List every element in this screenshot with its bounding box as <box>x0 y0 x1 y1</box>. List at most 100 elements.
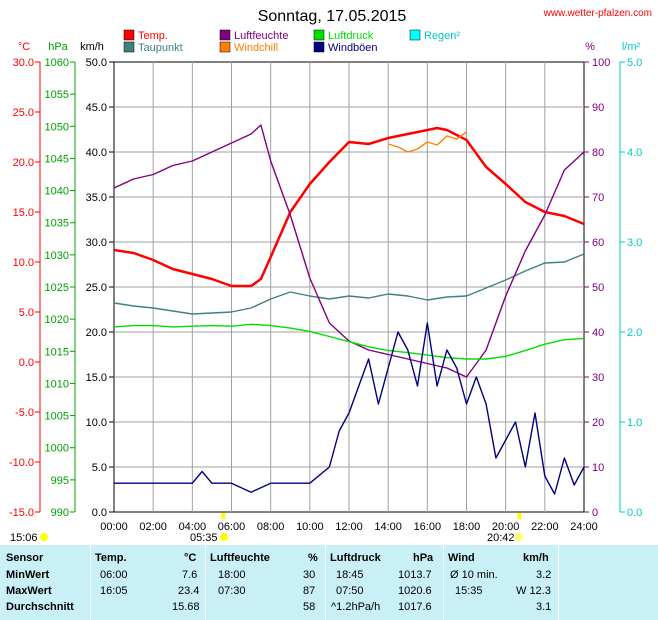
sun-marker <box>517 513 522 519</box>
temp-tick-label: -10.0 <box>9 457 34 469</box>
row-min-temp-time: 06:00 <box>100 569 128 581</box>
pressure-tick-label: 1045 <box>45 153 69 165</box>
x-tick-label: 12:00 <box>335 521 363 533</box>
rain-tick-label: 2.0 <box>627 327 642 339</box>
left-sun-icon <box>40 533 48 541</box>
stats-header-sensor: Sensor <box>6 552 44 564</box>
row-max-wind-val: W 12.3 <box>516 585 551 597</box>
wind-tick-label: 15.0 <box>86 372 107 384</box>
x-tick-label: 02:00 <box>139 521 167 533</box>
pressure-tick-label: 1060 <box>45 57 69 69</box>
rain-axis-unit: l/m² <box>622 41 641 53</box>
weather-chart: 00:00 02:00 04:00 06:00 08:00 10:00 12:00 14:00… <box>8 8 652 544</box>
wind-tick-label: 40.0 <box>86 147 107 159</box>
legend-label: Luftfeuchte <box>234 30 288 42</box>
wind-tick-label: 0.0 <box>92 507 107 519</box>
row-max-hum-val: 87 <box>303 585 316 597</box>
humidity-tick-label: 60 <box>592 237 604 249</box>
humidity-tick-label: 0 <box>592 507 598 519</box>
rain-tick-label: 0.0 <box>627 507 642 519</box>
series-taupunkt <box>113 253 585 315</box>
legend-swatch <box>123 29 135 41</box>
row-max-press-time: 07:50 <box>336 585 364 597</box>
humidity-tick-label: 40 <box>592 327 604 339</box>
pressure-axis-unit: hPa <box>48 41 68 53</box>
x-tick-label: 24:00 <box>570 521 598 533</box>
legend-label: Windchill <box>234 42 278 54</box>
sunrise-label: 05:35 <box>190 532 218 544</box>
x-tick-label: 18:00 <box>453 521 481 533</box>
x-tick-label: 04:00 <box>179 521 207 533</box>
wind-tick-label: 10.0 <box>86 417 107 429</box>
chart-title: Sonntag, 17.05.2015 <box>258 8 407 25</box>
series-layer <box>113 124 585 495</box>
wind-tick-label: 5.0 <box>92 462 107 474</box>
sunset-moon-icon <box>515 533 523 541</box>
row-max-label: MaxWert <box>6 585 52 597</box>
wind-tick-label: 30.0 <box>86 237 107 249</box>
stats-header-hum: Luftfeuchte <box>210 552 270 564</box>
legend-swatch <box>123 41 135 53</box>
stats-header-wind-unit: km/h <box>523 552 549 564</box>
wind-tick-label: 45.0 <box>86 102 107 114</box>
row-avg-temp-val: 15.68 <box>172 601 200 613</box>
stats-divider <box>325 545 326 620</box>
temp-axis-unit: °C <box>18 41 30 53</box>
row-avg-press-val: 1017.6 <box>398 601 432 613</box>
legend-swatch <box>313 41 325 53</box>
temp-tick-label: 5.0 <box>19 307 34 319</box>
temp-tick-label: 0.0 <box>19 357 34 369</box>
stats-header-press: Luftdruck <box>330 552 381 564</box>
pressure-tick-label: 1035 <box>45 218 69 230</box>
pressure-tick-label: 990 <box>51 507 69 519</box>
humidity-tick-label: 30 <box>592 372 604 384</box>
temp-tick-label: 20.0 <box>13 157 34 169</box>
temp-tick-label: 10.0 <box>13 257 34 269</box>
row-min-label: MinWert <box>6 569 50 581</box>
temp-tick-label: 15.0 <box>13 207 34 219</box>
legend-swatch <box>219 29 231 41</box>
row-min-wind-val: 3.2 <box>536 569 552 581</box>
stats-divider <box>558 545 559 620</box>
rain-tick-label: 3.0 <box>627 237 642 249</box>
series-luftfeuchte <box>113 124 585 378</box>
row-min-wind-time: Ø 10 min. <box>450 569 498 581</box>
stats-divider <box>90 545 91 620</box>
temp-tick-label: -5.0 <box>15 407 34 419</box>
legend-swatch <box>219 41 231 53</box>
wind-axis-unit: km/h <box>80 41 104 53</box>
pressure-tick-label: 1010 <box>45 378 69 390</box>
wind-tick-label: 50.0 <box>86 57 107 69</box>
stats-header-hum-unit: % <box>308 552 318 564</box>
pressure-tick-label: 1000 <box>45 443 69 455</box>
legend-label: Regen² <box>424 30 460 42</box>
stats-header-wind: Wind <box>448 552 475 564</box>
legend-label: Taupunkt <box>138 42 183 54</box>
sunset-label: 20:42 <box>487 532 515 544</box>
pressure-tick-label: 1040 <box>45 186 69 198</box>
row-min-press-val: 1013.7 <box>398 569 432 581</box>
x-tick-label: 06:00 <box>218 521 246 533</box>
row-avg-hum-val: 58 <box>303 601 316 613</box>
row-max-temp-time: 16:05 <box>100 585 128 597</box>
humidity-tick-label: 50 <box>592 282 604 294</box>
left-time-label: 15:06 <box>10 532 38 544</box>
stats-divider <box>205 545 206 620</box>
series-temp <box>113 126 585 288</box>
temp-tick-label: 25.0 <box>13 107 34 119</box>
humidity-axis-unit: % <box>585 41 595 53</box>
wind-tick-label: 35.0 <box>86 192 107 204</box>
site-link[interactable]: www.wetter-pfalzen.com <box>543 8 652 19</box>
row-min-temp-val: 7.6 <box>182 569 198 581</box>
axis-labels: 00:00 02:00 04:00 06:00 08:00 10:00 12:00 14:00… <box>9 41 642 533</box>
legend-label: Windböen <box>328 42 378 54</box>
humidity-tick-label: 10 <box>592 462 604 474</box>
row-min-hum-time: 18:00 <box>218 569 246 581</box>
row-avg-wind-val: 3.1 <box>536 601 552 613</box>
x-tick-label: 14:00 <box>374 521 402 533</box>
row-min-press-time: 18:45 <box>336 569 364 581</box>
row-max-hum-time: 07:30 <box>218 585 246 597</box>
humidity-tick-label: 100 <box>592 57 610 69</box>
sunrise-sun-icon <box>220 533 228 541</box>
